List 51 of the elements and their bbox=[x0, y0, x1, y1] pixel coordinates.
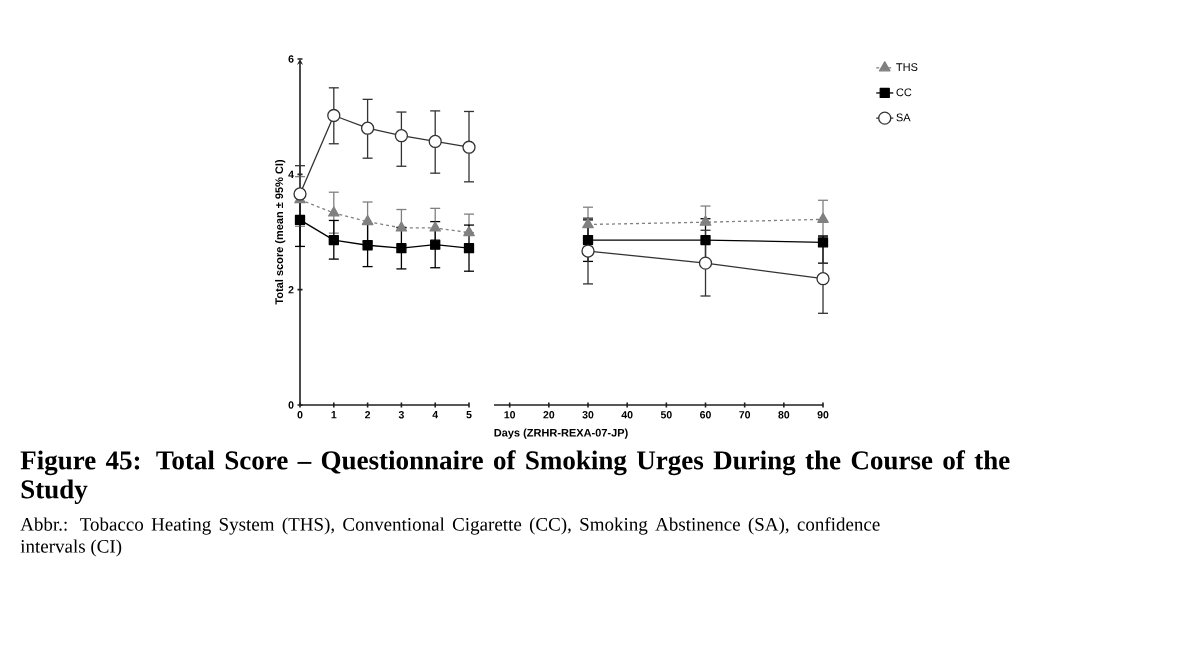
y-axis-title: Total score (mean ± 95% CI) bbox=[275, 159, 286, 305]
point bbox=[582, 234, 594, 246]
point bbox=[361, 214, 374, 226]
text: Abbr.: Tobacco Heating System (THS), Conventional Cigarette (CC), Smoking Abstinence (SA), confidence intervals (CI) bbox=[20, 517, 880, 557]
point bbox=[581, 244, 595, 258]
x-tick-label: 40 bbox=[621, 411, 633, 419]
point bbox=[430, 239, 441, 250]
y-tick-label: 4 bbox=[288, 170, 294, 178]
x-tick-label: 4 bbox=[432, 411, 439, 419]
x-tick-label: 3 bbox=[398, 411, 404, 419]
point bbox=[463, 242, 475, 254]
legend-label: CC bbox=[896, 88, 912, 97]
x-tick-label: 30 bbox=[582, 411, 594, 419]
point bbox=[360, 121, 375, 135]
y-tick-label: 2 bbox=[288, 286, 294, 294]
x-tick-label: 60 bbox=[700, 411, 711, 419]
x-tick-label: 20 bbox=[543, 411, 555, 419]
x-tick-label: 1 bbox=[331, 411, 337, 419]
point bbox=[699, 215, 712, 226]
point bbox=[463, 225, 475, 237]
x-tick-label: 80 bbox=[778, 411, 790, 419]
point bbox=[394, 129, 409, 143]
point bbox=[395, 221, 408, 232]
text: Figure 45: Total Score – Questionnaire of Smoking Urges During the Course of the Study bbox=[20, 450, 1010, 505]
x-tick-label: 5 bbox=[466, 411, 472, 419]
x-tick-label: 50 bbox=[660, 411, 672, 419]
y-tick-label: 0 bbox=[288, 401, 294, 409]
x-tick-label: 90 bbox=[817, 411, 829, 419]
x-tick-label: 2 bbox=[365, 411, 371, 419]
legend-label: SA bbox=[896, 113, 911, 122]
point bbox=[396, 242, 407, 254]
y-tick-label: 6 bbox=[288, 55, 294, 63]
point bbox=[294, 214, 306, 226]
point bbox=[429, 221, 442, 232]
point bbox=[817, 212, 829, 223]
point bbox=[700, 234, 711, 246]
point bbox=[328, 234, 339, 246]
point bbox=[582, 217, 594, 229]
x-tick-label: 70 bbox=[739, 411, 751, 419]
point bbox=[816, 272, 830, 286]
point bbox=[362, 240, 373, 251]
x-tick-label: 10 bbox=[504, 411, 516, 419]
point bbox=[293, 187, 307, 201]
point bbox=[698, 256, 713, 270]
x-axis-title: Days (ZRHR-REXA-07-JP) bbox=[494, 428, 628, 439]
point bbox=[462, 140, 476, 154]
point bbox=[428, 134, 442, 149]
point bbox=[327, 108, 341, 123]
x-tick-label: 0 bbox=[297, 411, 303, 419]
point bbox=[327, 206, 340, 217]
legend-label: THS bbox=[896, 63, 918, 71]
